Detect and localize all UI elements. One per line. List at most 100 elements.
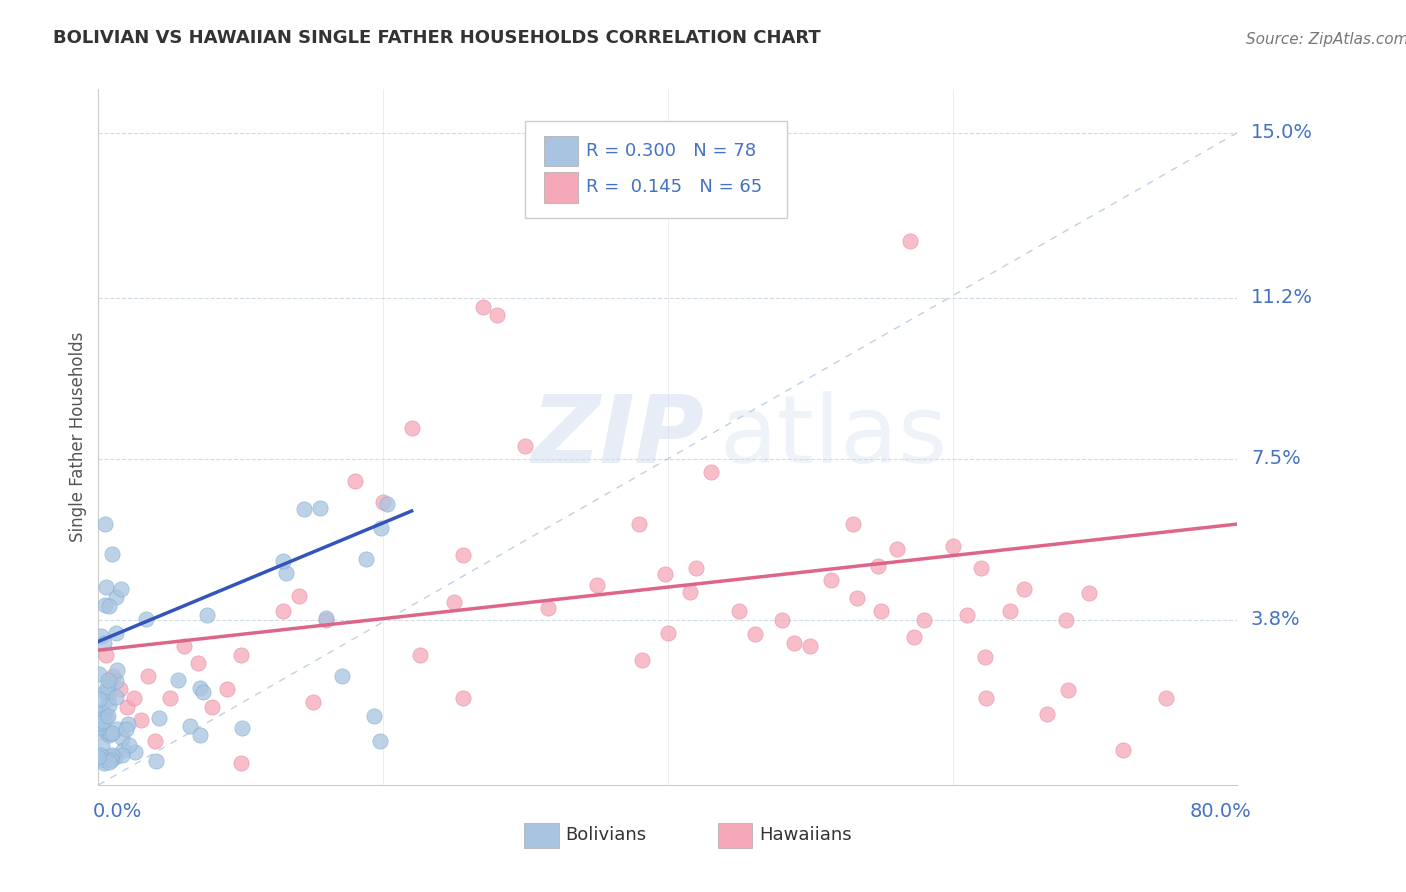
Point [409, 648, 432, 663]
Point [89, 716, 111, 731]
Point [96, 710, 118, 724]
Point [87, 667, 110, 681]
Text: R =  0.145   N = 65: R = 0.145 N = 65 [586, 178, 762, 196]
Point [315, 613, 337, 627]
Point [1057, 682, 1080, 697]
Point [96, 680, 118, 694]
FancyBboxPatch shape [544, 172, 578, 202]
Point [315, 611, 337, 625]
Point [373, 495, 395, 509]
Point [443, 595, 465, 609]
Point [87, 720, 110, 734]
Text: 11.2%: 11.2% [1251, 288, 1313, 308]
Point [104, 690, 127, 704]
Point [90, 629, 112, 643]
Point [451, 690, 474, 705]
Text: Source: ZipAtlas.com: Source: ZipAtlas.com [1246, 32, 1406, 47]
Point [273, 604, 295, 618]
Point [179, 719, 201, 733]
Point [820, 573, 842, 587]
Point [94, 599, 117, 613]
Point [231, 721, 253, 735]
Point [91, 739, 114, 753]
Text: Hawaiians: Hawaiians [759, 826, 852, 844]
Point [630, 653, 652, 667]
Point [101, 747, 124, 762]
Point [486, 308, 509, 322]
Point [302, 695, 325, 709]
Point [942, 539, 965, 553]
Point [93, 636, 115, 650]
Point [93, 753, 115, 767]
Point [100, 753, 122, 767]
Point [699, 465, 721, 479]
Point [201, 699, 224, 714]
Point [308, 501, 330, 516]
Point [215, 682, 238, 697]
Point [104, 590, 127, 604]
Point [100, 547, 122, 561]
Point [783, 635, 806, 649]
Point [903, 630, 925, 644]
Point [98, 755, 121, 769]
Point [190, 681, 212, 696]
Text: atlas: atlas [718, 391, 948, 483]
Point [145, 754, 167, 768]
Point [363, 709, 385, 723]
Point [368, 734, 391, 748]
Point [375, 497, 398, 511]
Text: 3.8%: 3.8% [1251, 610, 1301, 629]
Point [94, 516, 117, 531]
Point [110, 747, 132, 762]
Point [108, 682, 131, 697]
Point [159, 690, 181, 705]
Point [87, 692, 110, 706]
Text: ZIP: ZIP [531, 391, 704, 483]
Point [89, 704, 111, 718]
Point [1056, 613, 1078, 627]
Point [111, 731, 134, 745]
Point [1036, 707, 1059, 722]
Point [471, 300, 494, 314]
Point [370, 521, 392, 535]
Point [148, 711, 170, 725]
Point [898, 235, 921, 249]
Point [974, 690, 997, 705]
Point [145, 734, 167, 748]
Point [97, 698, 120, 713]
Text: BOLIVIAN VS HAWAIIAN SINGLE FATHER HOUSEHOLDS CORRELATION CHART: BOLIVIAN VS HAWAIIAN SINGLE FATHER HOUSE… [53, 29, 821, 47]
Point [90, 716, 112, 731]
Point [585, 578, 607, 592]
Point [115, 699, 138, 714]
Point [537, 601, 560, 615]
Point [100, 726, 122, 740]
Point [273, 554, 295, 568]
Point [628, 516, 651, 531]
Point [87, 723, 110, 737]
Point [1012, 582, 1035, 597]
Point [654, 566, 676, 581]
FancyBboxPatch shape [544, 136, 578, 167]
Point [728, 604, 751, 618]
Point [98, 599, 121, 613]
Point [187, 657, 209, 671]
Point [956, 607, 979, 622]
Point [1112, 743, 1135, 757]
Point [229, 756, 252, 771]
Point [98, 728, 121, 742]
Y-axis label: Single Father Households: Single Father Households [69, 332, 87, 542]
FancyBboxPatch shape [526, 120, 787, 218]
Point [124, 745, 146, 759]
Point [111, 742, 134, 756]
Point [90, 712, 112, 726]
Point [117, 717, 139, 731]
Point [101, 749, 124, 764]
FancyBboxPatch shape [718, 822, 752, 848]
Point [870, 604, 893, 618]
Point [97, 673, 120, 687]
Point [1154, 690, 1177, 705]
Point [685, 560, 707, 574]
Point [451, 548, 474, 562]
Point [91, 714, 114, 728]
Text: 80.0%: 80.0% [1189, 803, 1251, 822]
